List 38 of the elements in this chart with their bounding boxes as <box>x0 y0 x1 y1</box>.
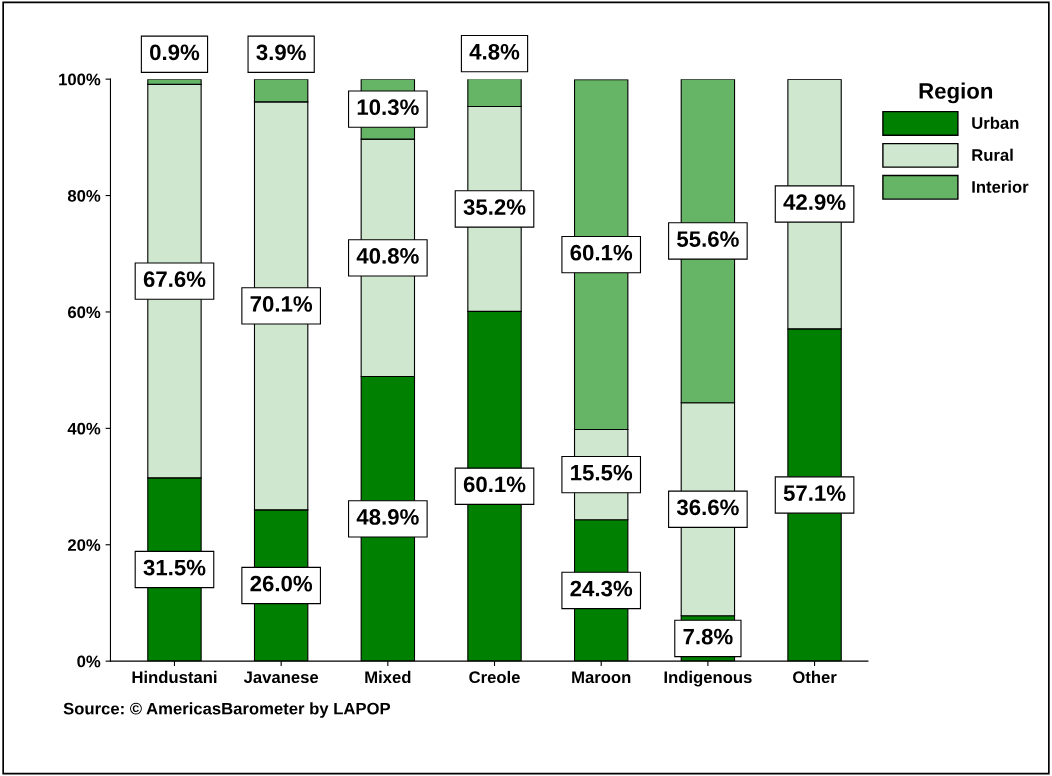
y-tick-label: 100% <box>59 73 101 86</box>
data-label: 31.5% <box>143 559 206 576</box>
data-label: 60.1% <box>570 244 633 261</box>
y-tick-label: 60% <box>67 306 101 319</box>
data-label: 48.9% <box>356 509 419 525</box>
y-tick-label: 80% <box>67 189 101 202</box>
legend-label: Urban <box>972 116 1019 129</box>
x-tick-label: Maroon <box>572 671 631 684</box>
y-tick-label: 20% <box>67 539 101 551</box>
y-tick-label: 40% <box>67 422 101 435</box>
x-tick-label: Other <box>793 670 837 684</box>
source-note: Source: © AmericasBarometer by LAPOP <box>63 702 391 718</box>
data-label: 10.3% <box>357 99 419 116</box>
data-label: 35.2% <box>463 199 526 215</box>
x-tick-label: Javanese <box>243 671 319 684</box>
data-label: 40.8% <box>356 248 419 264</box>
data-label: 24.3% <box>570 580 633 597</box>
data-label: 4.8% <box>469 43 520 60</box>
x-tick-label: Mixed <box>365 670 411 684</box>
data-label: 0.9% <box>150 44 200 61</box>
data-label: 26.0% <box>250 575 313 592</box>
data-label: 60.1% <box>463 476 526 493</box>
data-label: 3.9% <box>256 44 306 61</box>
x-tick-label: Indigenous <box>664 670 752 687</box>
data-label: 55.6% <box>677 231 739 247</box>
legend-title: Region <box>919 82 993 104</box>
data-label: 70.1% <box>250 296 313 312</box>
data-label: 36.6% <box>676 499 739 516</box>
y-tick-label: 0% <box>77 655 101 668</box>
data-label: 57.1% <box>783 485 846 501</box>
data-label: 7.8% <box>683 628 733 645</box>
legend-label: Interior <box>972 180 1029 193</box>
data-label: 67.6% <box>143 271 206 288</box>
legend-label: Rural <box>972 148 1013 161</box>
x-tick-label: Hindustani <box>132 670 217 684</box>
x-tick-label: Creole <box>469 670 520 684</box>
data-label: 15.5% <box>571 464 633 481</box>
data-label: 42.9% <box>783 194 846 210</box>
